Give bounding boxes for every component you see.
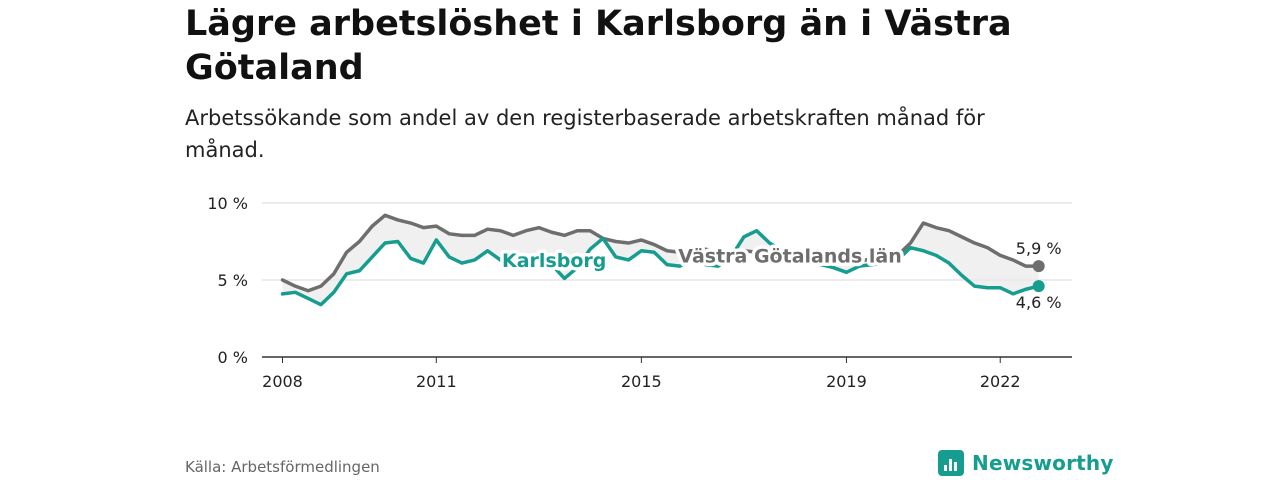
x-tick-label: 2019 xyxy=(826,372,867,391)
source-note: Källa: Arbetsförmedlingen xyxy=(185,458,380,476)
y-tick-label: 0 % xyxy=(218,348,248,367)
y-tick-label: 10 % xyxy=(207,194,248,213)
y-tick-label: 5 % xyxy=(218,271,248,290)
end-point-vastra-gotaland xyxy=(1032,260,1045,273)
series-line-karlsborg xyxy=(280,228,1041,307)
x-tick-label: 2015 xyxy=(621,372,662,391)
series-label-vastra-gotaland: Västra Götalands län xyxy=(678,245,901,267)
difference-band xyxy=(282,215,1039,305)
chart-title: Lägre arbetslöshet i Karlsborg än i Väst… xyxy=(185,4,1012,88)
series-line-vastra-gotaland xyxy=(280,213,1041,293)
end-label-karlsborg: 4,6 % xyxy=(1016,293,1062,312)
end-point-karlsborg xyxy=(1032,280,1045,293)
x-tick-label: 2011 xyxy=(416,372,457,391)
brand-logo: Newsworthy xyxy=(938,450,1114,476)
series-label-karlsborg: Karlsborg xyxy=(502,250,606,272)
end-label-vastra-gotaland: 5,9 % xyxy=(1016,239,1062,258)
x-tick-label: 2008 xyxy=(262,372,303,391)
brand-name: Newsworthy xyxy=(972,451,1114,475)
x-tick-label: 2022 xyxy=(980,372,1021,391)
chart-subtitle: Arbetssökande som andel av den registerb… xyxy=(185,106,985,162)
newsworthy-logo-icon xyxy=(938,450,964,476)
line-chart: 0 % 5 % 10 % 2008 2011 2015 2019 2022 5,9 % 4,6 %… xyxy=(207,194,1072,391)
